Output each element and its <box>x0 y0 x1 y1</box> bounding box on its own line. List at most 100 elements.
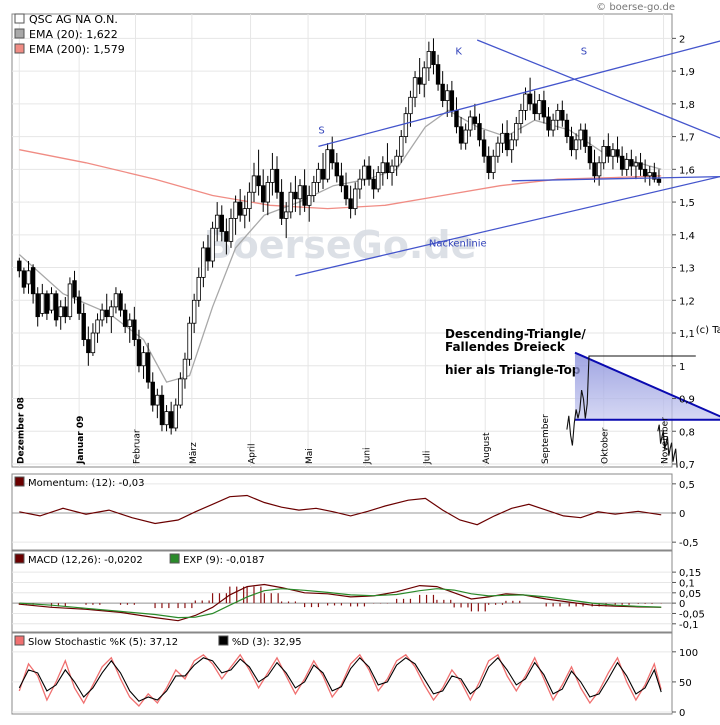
candle-body <box>132 319 137 340</box>
candle-body <box>560 110 565 121</box>
x-axis-label: Juni <box>363 447 373 465</box>
candle-body <box>412 77 418 98</box>
candle-body <box>219 214 224 232</box>
legend-label: EMA (20): 1,622 <box>29 28 118 41</box>
candle-body <box>122 309 128 327</box>
panel-frame-macd <box>11 550 673 633</box>
candle-body <box>633 162 639 167</box>
price-ytick-label: 1,1 <box>679 329 695 340</box>
pattern-label-1: S <box>318 125 324 136</box>
candle-body <box>477 123 482 141</box>
price-ytick-label: 1,9 <box>679 67 695 78</box>
candle-body <box>610 149 616 157</box>
price-ytick-label: 0,9 <box>679 395 695 406</box>
legend-swatch <box>14 635 25 646</box>
candle-body <box>523 93 528 111</box>
legend-label: Momentum: (12): -0,03 <box>28 478 144 489</box>
candle-body <box>205 247 211 262</box>
candle-body <box>481 139 487 157</box>
candle-body <box>426 51 432 69</box>
candle-body <box>164 411 169 426</box>
x-axis-label: Februar <box>132 429 142 464</box>
candle-body <box>504 132 510 151</box>
candle-body <box>449 90 455 111</box>
macd-ytick-label: 0,15 <box>679 568 701 579</box>
candle-body <box>325 149 330 180</box>
candle-body <box>509 139 514 151</box>
price-ytick-label: 1,3 <box>679 264 695 275</box>
candle-body <box>408 96 413 115</box>
candle-body <box>145 352 151 383</box>
momentum-ytick-label: 0,5 <box>679 480 695 491</box>
legend-swatch <box>14 28 25 39</box>
candle-body <box>468 116 473 131</box>
candle-body <box>307 195 312 206</box>
price-ytick-label: 1,7 <box>679 133 695 144</box>
indicator-series <box>18 494 662 707</box>
candle-body <box>242 208 247 216</box>
trendline-2 <box>295 175 720 277</box>
candle-body <box>537 100 542 115</box>
candle-body <box>403 113 409 137</box>
candle-body <box>58 306 63 318</box>
candle-body <box>136 339 142 367</box>
candle-body <box>546 116 551 131</box>
candle-body <box>629 159 634 167</box>
stochastic-ytick-label: 100 <box>679 648 698 659</box>
candle-body <box>113 293 119 308</box>
candle-body <box>159 394 165 426</box>
momentum-ytick-label: -0,5 <box>679 538 699 549</box>
pattern-label-2: K <box>455 47 462 58</box>
legend-swatch <box>218 635 229 646</box>
legend-swatch <box>14 43 25 54</box>
candle-body <box>371 178 376 190</box>
candle-body <box>339 175 344 187</box>
legend-swatch <box>169 553 180 564</box>
x-axis-label: April <box>248 443 258 464</box>
candle-body <box>353 188 358 210</box>
legend-label: MACD (12,26): -0,0202 <box>28 555 143 566</box>
candle-body <box>463 129 468 144</box>
candle-body <box>44 293 50 314</box>
panel-frame-mom <box>11 473 673 551</box>
macd-ytick-label: 0,05 <box>679 589 701 600</box>
candle-body <box>247 191 252 210</box>
watermark-text: BoerseGo.de <box>204 223 477 267</box>
candle-body <box>376 172 381 190</box>
candle-body <box>284 211 289 219</box>
candle-body <box>237 201 243 216</box>
candle-body <box>656 178 662 183</box>
candle-body <box>178 378 183 406</box>
candle-body <box>606 146 611 157</box>
candle-body <box>104 309 109 318</box>
candle-body <box>518 110 524 124</box>
inset-breakdown-path <box>657 424 678 468</box>
candle-body <box>454 110 459 128</box>
candle-body <box>233 201 238 219</box>
candle-body <box>334 162 340 177</box>
candle-body <box>297 185 303 200</box>
candle-body <box>532 103 537 115</box>
candle-body <box>642 168 648 177</box>
candle-body <box>569 136 574 151</box>
panel-frame-price <box>11 13 673 468</box>
legend-label: %D (3): 32,95 <box>232 637 302 648</box>
macd-signal-line <box>19 588 662 619</box>
candle-body <box>615 149 620 157</box>
candle-body <box>270 168 275 183</box>
candle-body <box>274 168 280 193</box>
legend-swatch <box>14 13 25 24</box>
stochastic-d-line <box>18 656 662 702</box>
candle-body <box>168 411 174 429</box>
candle-body <box>196 276 201 301</box>
axes: 2 1,9 1,8 1,7 1,6 1,5 1,4 1,3 1,2 1,1 1 0,9 0,8 0,7 0,… <box>16 34 705 719</box>
candle-body <box>491 155 496 174</box>
legend-label: Slow Stochastic %K (5): 37,12 <box>28 637 178 648</box>
candle-body <box>210 227 215 262</box>
candle-body <box>445 90 450 101</box>
candle-body <box>500 132 505 144</box>
candle-body <box>357 178 363 190</box>
candle-body <box>118 293 123 311</box>
